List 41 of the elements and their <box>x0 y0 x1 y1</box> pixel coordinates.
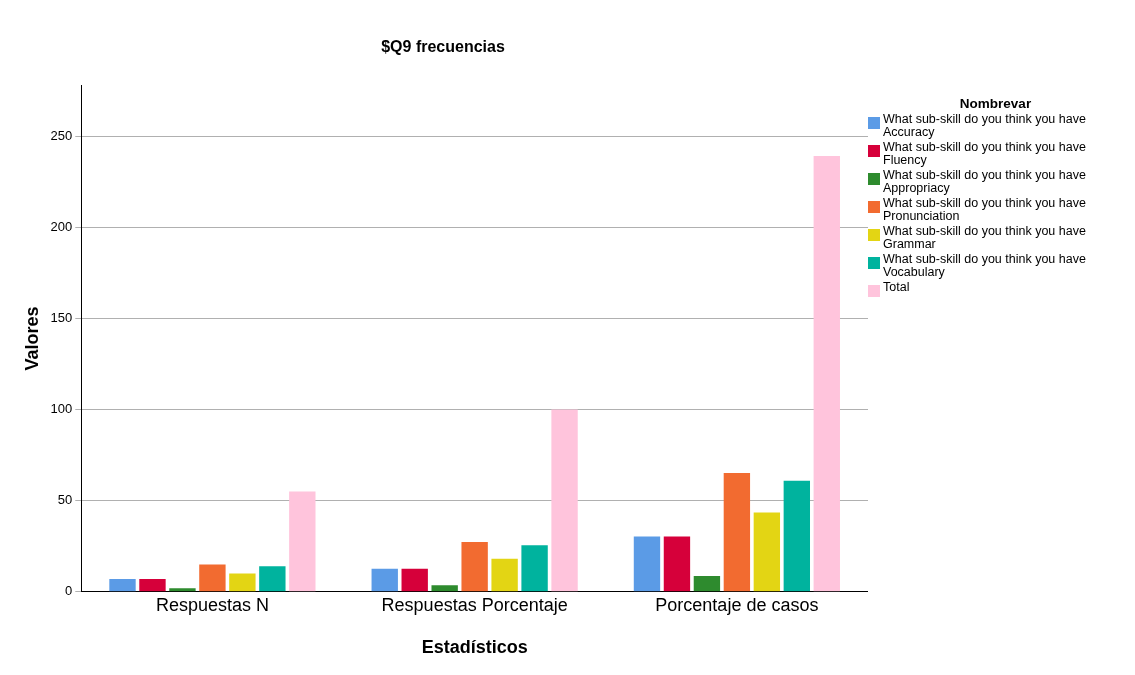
bar <box>813 156 840 592</box>
bar <box>663 536 691 592</box>
legend-label: Total <box>883 280 910 294</box>
bar <box>521 545 548 592</box>
bar <box>551 409 578 592</box>
y-tick-label: 0 <box>65 583 73 599</box>
bar <box>633 536 661 592</box>
legend-title: Nombrevar <box>958 96 1033 111</box>
bar <box>289 491 316 592</box>
legend-label: What sub-skill do you think you have Vocabulary <box>883 252 1087 279</box>
legend-label: What sub-skill do you think you have Accuracy <box>883 112 1087 139</box>
x-tick-label: Respuestas N <box>155 594 269 615</box>
chart-title: $Q9 frecuencias <box>381 38 505 56</box>
y-tick-label: 200 <box>50 218 73 234</box>
bar <box>139 579 166 592</box>
x-tick-label: Porcentaje de casos <box>655 594 819 615</box>
legend-label: What sub-skill do you think you have Fluency <box>883 140 1087 167</box>
bar <box>371 568 398 592</box>
bar <box>753 512 781 592</box>
legend-label: What sub-skill do you think you have Pronunciation <box>883 196 1087 223</box>
y-tick-label: 50 <box>57 492 73 508</box>
legend-label: What sub-skill do you think you have Grammar <box>883 224 1087 251</box>
bar <box>199 564 226 592</box>
legend-label: What sub-skill do you think you have Appropriacy <box>883 168 1087 195</box>
bar <box>783 480 811 592</box>
bar <box>723 472 751 592</box>
x-axis-title: Estadísticos <box>421 637 528 658</box>
x-tick-label: Respuestas Porcentaje <box>381 594 568 615</box>
bar <box>461 542 488 592</box>
bar <box>169 588 196 592</box>
y-tick-label: 250 <box>50 127 73 143</box>
bar <box>259 566 286 592</box>
bar <box>401 568 428 592</box>
bar <box>431 585 458 592</box>
bar <box>109 579 136 592</box>
bar <box>491 558 518 592</box>
y-tick-label: 150 <box>50 310 73 326</box>
y-axis-title: Valores <box>21 306 42 371</box>
y-tick-label: 100 <box>50 401 73 417</box>
bar <box>229 573 256 592</box>
bar <box>693 575 721 592</box>
